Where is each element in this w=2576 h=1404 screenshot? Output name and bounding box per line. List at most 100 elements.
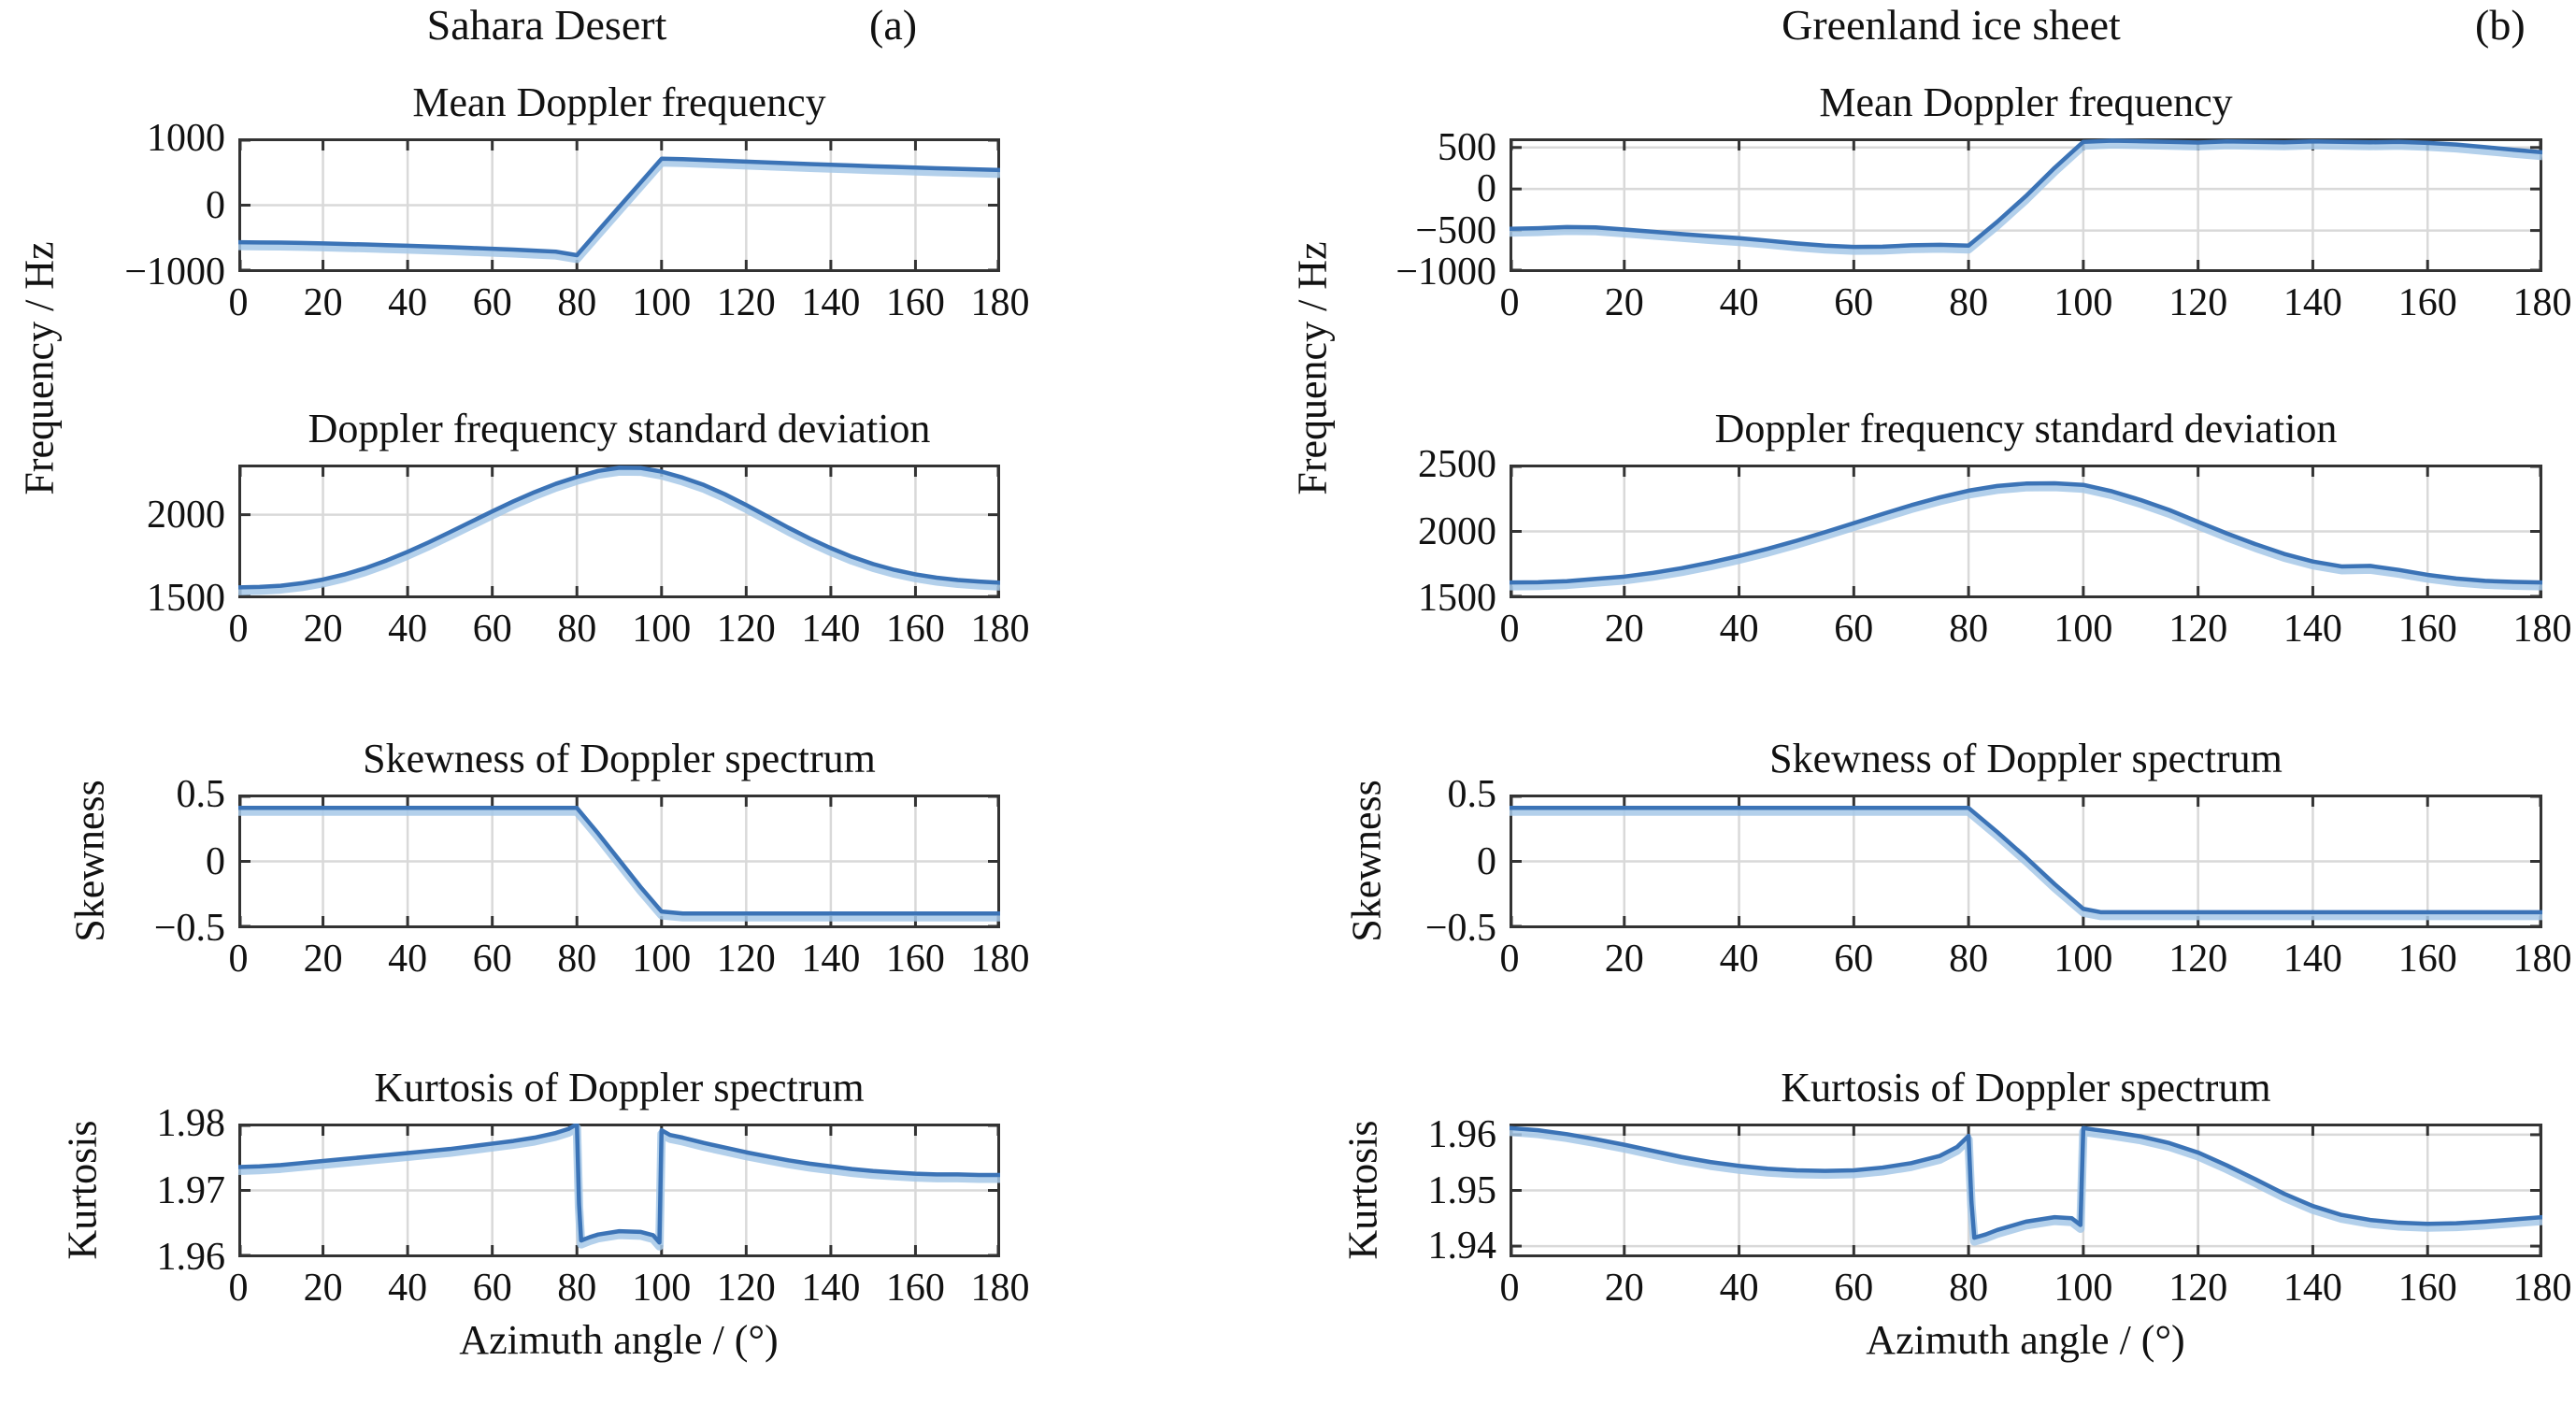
subplot-title: Kurtosis of Doppler spectrum [1781,1065,2271,1110]
y-axis-label-frequency-right: Frequency / Hz [1289,241,1336,495]
data-series-line [1510,138,2542,250]
column-title-sahara: Sahara Desert [426,1,667,49]
plot-greenland-skewness: 0.5 0 −0.5 0 20 40 60 80 100 120 140 160 180 [1425,775,2572,979]
x-tick-label: 60 [472,608,512,651]
x-tick-label: 40 [1719,938,1759,981]
data-series-line [1510,480,2542,585]
x-tick-label: 120 [716,608,776,651]
x-tick-label: 20 [303,938,343,981]
x-tick-label: 140 [2283,608,2342,651]
y-tick-label: 1500 [1418,577,1496,620]
panel-tag-b: (b) [2475,1,2526,49]
x-tick-label: 160 [885,1267,945,1310]
axes-box [1510,138,2542,272]
x-tick-label: 60 [1834,608,1874,651]
x-tick-label: 60 [472,281,512,324]
x-tick-label: 100 [632,608,692,651]
x-tick-label: 120 [2168,281,2228,324]
subplot-title: Doppler frequency standard deviation [1714,406,2338,451]
x-tick-label: 0 [228,281,249,324]
x-tick-label: 0 [1499,1267,1520,1310]
x-tick-label: 0 [228,1267,249,1310]
chart-svg [1510,1124,2542,1257]
data-series-halo [238,466,1000,595]
plot-sahara-std-deviation: 2000 1500 0 20 40 60 80 100 120 140 160 180 [147,465,1030,649]
x-tick-label: 180 [970,1267,1030,1310]
data-series-halo [1510,1127,2542,1246]
chart-svg [238,465,1000,598]
chart-svg [1510,795,2542,928]
x-tick-label: 20 [1604,608,1644,651]
x-tick-label: 160 [885,281,945,324]
x-tick-label: 80 [557,281,597,324]
data-series-line [238,1124,1000,1245]
y-tick-label: −1000 [124,251,225,294]
plot-sahara-mean-doppler: 1000 0 −1000 0 20 40 60 80 100 120 140 160 180 [124,119,1029,322]
x-tick-label: 160 [2397,608,2457,651]
plot-greenland-std-deviation: 2500 2000 1500 0 20 40 60 80 100 120 140 160 180 [1418,445,2572,649]
x-tick-label: 120 [716,281,776,324]
data-series-halo [1510,807,2542,921]
subplot-title: Skewness of Doppler spectrum [363,736,876,781]
x-tick-label: 20 [303,608,343,651]
y-tick-label: 1000 [147,117,225,160]
x-tick-label: 60 [1834,938,1874,981]
x-tick-label: 160 [885,938,945,981]
x-tick-label: 20 [1604,281,1644,324]
chart-svg [238,138,1000,272]
x-tick-label: 120 [2168,1267,2228,1310]
plot-greenland-kurtosis: 1.96 1.95 1.94 0 20 40 60 80 100 120 140 160 180 [1428,1115,2572,1308]
data-series-group [238,466,1000,595]
x-tick-label: 80 [557,938,597,981]
subplot-title: Mean Doppler frequency [412,79,826,125]
x-tick-label: 140 [801,281,861,324]
x-axis-label-left: Azimuth angle / (°) [459,1317,779,1363]
data-series-line [238,806,1000,916]
subplot-title: Mean Doppler frequency [1819,79,2233,125]
subplot-title: Skewness of Doppler spectrum [1769,736,2283,781]
x-tick-label: 40 [388,1267,428,1310]
plot-sahara-skewness: 0.5 0 −0.5 0 20 40 60 80 100 120 140 160 180 [154,775,1030,979]
data-series-line [1510,806,2542,915]
data-series-halo [238,807,1000,922]
x-tick-label: 100 [632,1267,692,1310]
x-tick-label: 120 [716,1267,776,1310]
x-tick-label: 0 [228,608,249,651]
data-series-group [1510,480,2542,591]
y-tick-label: 0.5 [176,773,226,816]
y-tick-label: 500 [1438,125,1496,169]
data-series-group [1510,806,2542,921]
y-tick-label: −0.5 [153,907,225,950]
y-tick-label: 0 [206,839,225,883]
x-tick-label: 80 [1949,281,1989,324]
x-tick-label: 0 [1499,608,1520,651]
data-series-group [1510,1125,2542,1246]
y-tick-label: 2000 [147,493,225,537]
x-tick-label: 180 [970,608,1030,651]
y-tick-label: 1.95 [1427,1168,1497,1212]
x-tick-label: 100 [632,281,692,324]
x-tick-label: 160 [2397,281,2457,324]
panel-tag-a: (a) [869,1,918,49]
x-tick-label: 160 [2397,938,2457,981]
y-tick-label: 0 [206,183,225,227]
data-series-halo [238,158,1000,264]
data-series-group [238,156,1000,264]
data-series-halo [238,1124,1000,1251]
y-tick-label: 1.96 [156,1236,226,1279]
y-tick-label: 1.96 [1427,1112,1497,1156]
column-title-greenland: Greenland ice sheet [1782,1,2121,49]
x-tick-label: 60 [472,938,512,981]
x-tick-label: 120 [716,938,776,981]
chart-svg [238,795,1000,928]
x-tick-label: 180 [2512,938,2572,981]
data-series-halo [1510,139,2542,255]
x-tick-label: 120 [2168,938,2228,981]
y-axis-label-skewness-right: Skewness [1343,780,1390,942]
y-tick-label: 2500 [1418,443,1496,486]
data-series-line [1510,1125,2542,1240]
y-axis-label-frequency-left: Frequency / Hz [16,241,63,495]
x-tick-label: 160 [885,608,945,651]
chart-svg [1510,138,2542,272]
